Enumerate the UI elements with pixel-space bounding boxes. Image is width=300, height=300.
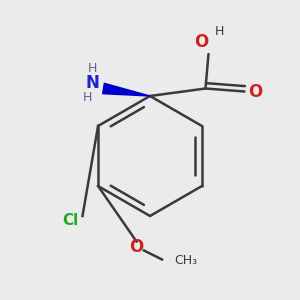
Text: CH₃: CH₃ bbox=[174, 254, 197, 268]
Polygon shape bbox=[103, 83, 150, 96]
Text: O: O bbox=[129, 238, 144, 256]
Text: O: O bbox=[248, 82, 262, 100]
Text: Cl: Cl bbox=[62, 213, 79, 228]
Text: H: H bbox=[214, 25, 224, 38]
Text: O: O bbox=[194, 33, 208, 51]
Text: H: H bbox=[82, 91, 92, 104]
Text: H: H bbox=[87, 62, 97, 76]
Text: N: N bbox=[85, 74, 99, 92]
